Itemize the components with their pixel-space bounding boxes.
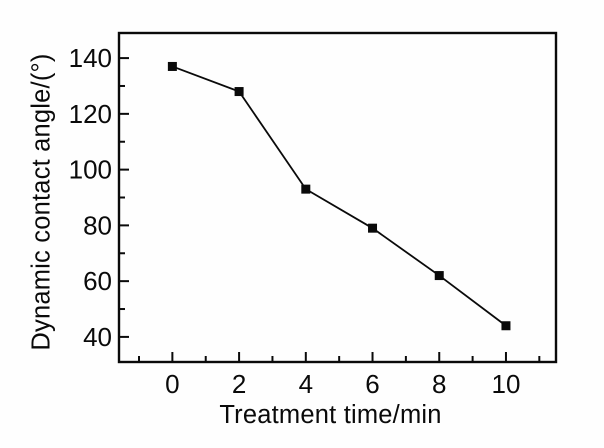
y-tick-label: 100 <box>69 155 112 185</box>
plot-frame <box>117 31 558 364</box>
data-point-marker <box>434 271 444 281</box>
x-tick-label: 6 <box>365 369 379 399</box>
x-tick-label: 10 <box>492 369 521 399</box>
data-line <box>172 65 507 327</box>
y-tick-label: 120 <box>69 99 112 129</box>
data-point-marker <box>368 223 378 233</box>
x-tick-label: 2 <box>232 369 246 399</box>
x-axis-title: Treatment time/min <box>219 401 442 429</box>
y-tick-label: 60 <box>83 266 112 296</box>
data-point-marker <box>501 321 511 331</box>
x-tick-label: 0 <box>165 369 179 399</box>
y-tick-label: 40 <box>83 322 112 352</box>
x-tick-label: 8 <box>432 369 446 399</box>
data-point-marker <box>234 87 244 97</box>
y-tick-label: 80 <box>83 210 112 240</box>
data-point-marker <box>167 61 177 71</box>
y-axis-title: Dynamic contact angle/(°) <box>27 53 56 351</box>
y-tick-label: 140 <box>69 43 112 73</box>
data-point-marker <box>301 184 311 194</box>
x-tick-label: 4 <box>299 369 313 399</box>
